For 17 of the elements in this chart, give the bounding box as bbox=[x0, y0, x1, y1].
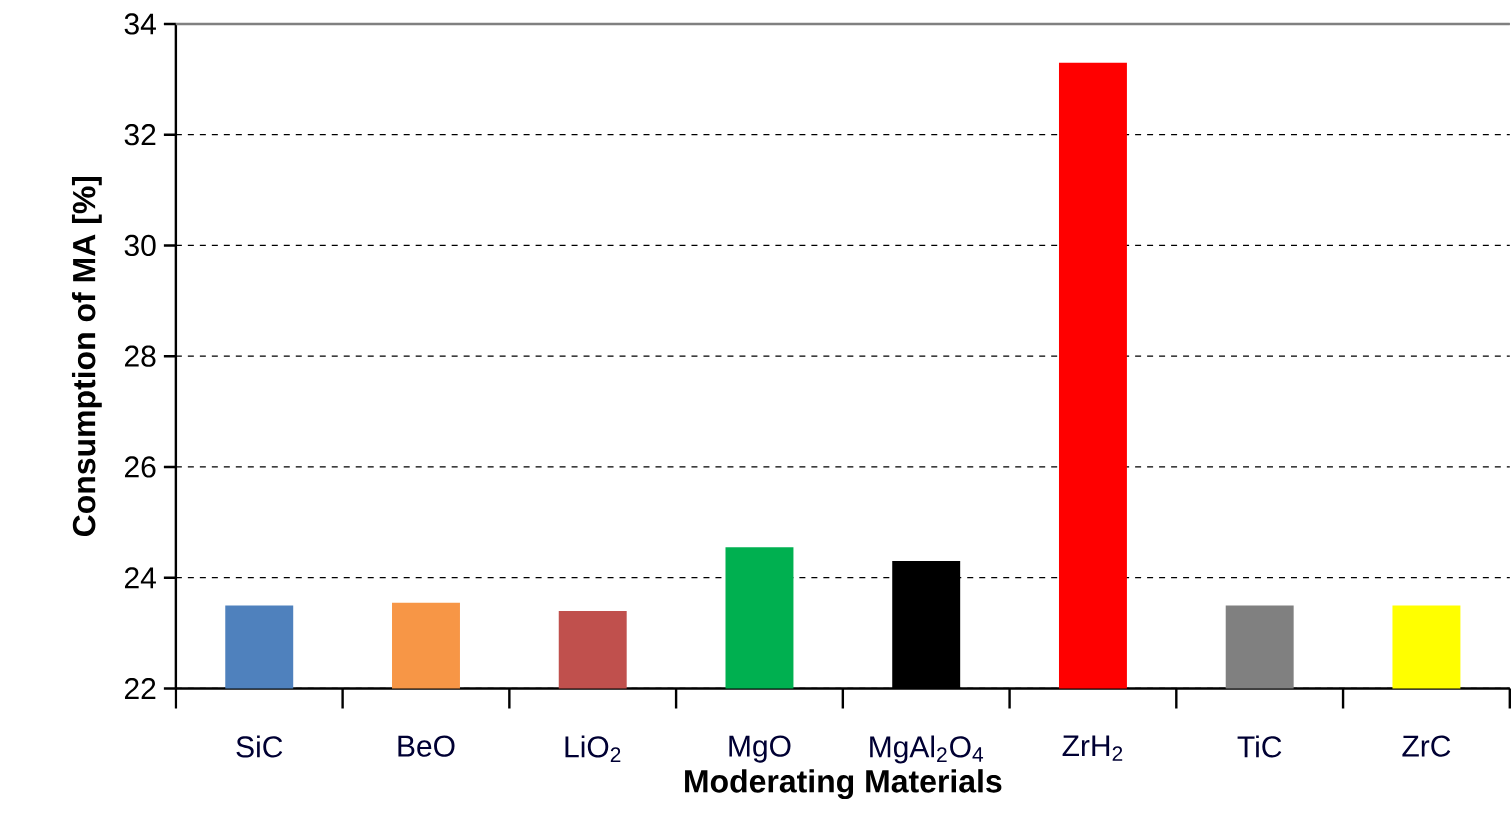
y-tick-label: 34 bbox=[124, 13, 156, 35]
x-tick-label: ZrC bbox=[1402, 735, 1451, 757]
x-tick-label: LiO$_{2}$ bbox=[565, 735, 621, 762]
y-tick-label: 28 bbox=[124, 345, 156, 367]
y-tick-label: 22 bbox=[124, 677, 156, 699]
x-tick-label: ZrH$_{2}$ bbox=[1062, 735, 1123, 761]
x-axis-title: Moderating Materials bbox=[685, 768, 1002, 799]
y-tick-label: 26 bbox=[124, 456, 156, 478]
y-tick-label: 24 bbox=[124, 567, 156, 589]
x-tick-label: BeO bbox=[398, 735, 455, 757]
x-tick-label: SiC bbox=[236, 735, 283, 758]
x-tick-label: MgAl$_{2}$O$_{4}$ bbox=[870, 735, 984, 764]
y-tick-label: 32 bbox=[124, 123, 156, 146]
y-axis-title: Consumption of MA [%] bbox=[71, 176, 102, 536]
x-tick-label: TiC bbox=[1237, 735, 1282, 758]
x-tick-label: MgO bbox=[729, 735, 791, 763]
y-tick-label: 30 bbox=[124, 234, 156, 256]
